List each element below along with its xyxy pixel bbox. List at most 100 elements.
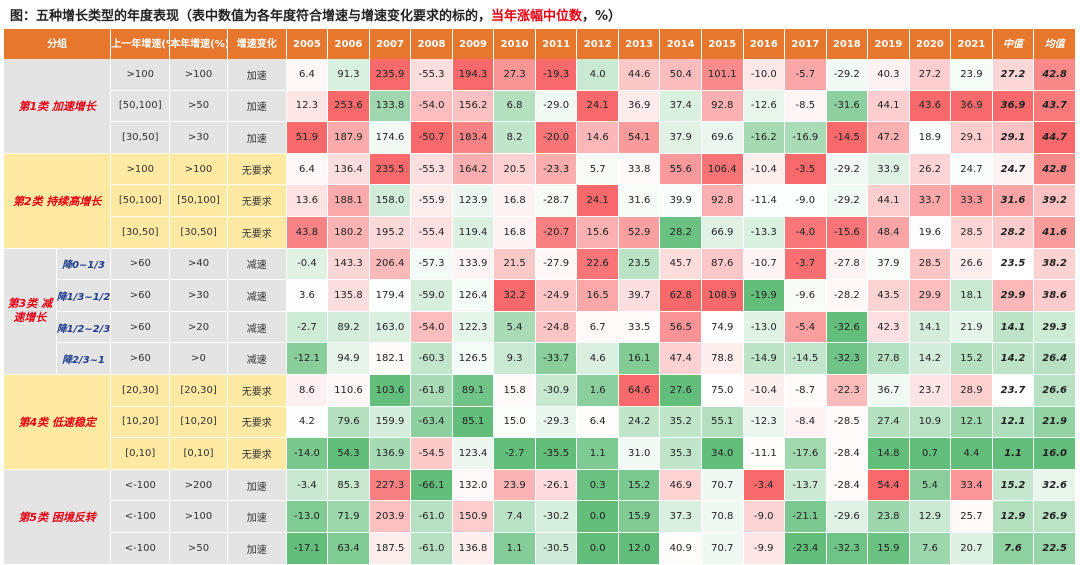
value-cell: 156.2 [452,90,495,123]
value-cell: 15.6 [577,216,619,249]
value-cell: 28.2 [660,216,702,249]
value-cell: 24.7 [951,153,993,186]
value-cell: 55.6 [660,153,702,186]
value-cell: 87.6 [701,248,744,281]
value-cell: 51.9 [286,122,329,154]
value-cell: 194.3 [452,59,495,91]
value-cell: 158.0 [369,185,412,217]
value-cell: 43.8 [286,216,329,249]
value-cell: 18.9 [909,122,952,154]
value-cell: 0.0 [577,532,619,565]
value-cell: 6.4 [286,59,329,91]
value-cell: 136.4 [328,153,370,186]
value-cell: 7.6 [909,532,952,565]
value-cell: 126.5 [452,343,495,375]
value-cell: 133.8 [369,90,412,123]
value-cell: -5.7 [785,59,827,91]
table-row: 第3类 减速增长 降0~1/3 >60 >40 减速 -0.4 143.3 206.4 -57.… [4,248,1076,375]
value-cell: 33.5 [618,311,661,344]
stat-cell: 23.7 [992,374,1035,407]
value-cell: 39.9 [660,185,702,217]
header-cell: 均值 [1034,29,1076,59]
value-cell: 5.4 [494,311,536,344]
value-cell: -32.3 [826,532,869,565]
group-label: 第1类 加速增长 [4,59,112,154]
value-cell: -55.9 [411,185,453,217]
value-cell: -12.3 [743,406,786,439]
value-cell: -32.3 [826,343,869,375]
header-cell: 中值 [992,29,1035,59]
value-cell: 75.0 [701,374,744,407]
header-cell: 2012 [577,29,619,59]
value-cell: -10.4 [743,374,786,407]
value-cell: -5.4 [785,311,827,344]
value-cell: 29.9 [909,280,952,312]
value-cell: 5.4 [909,469,952,502]
value-cell: 79.6 [328,406,370,439]
value-cell: 119.4 [452,216,495,249]
header-cell: 2010 [494,29,536,59]
value-cell: -28.2 [826,280,869,312]
value-cell: 37.9 [660,122,702,154]
value-cell: 33.9 [868,153,910,186]
value-cell: -9.6 [785,280,827,312]
group-label: 第3类 减速增长 [4,248,57,375]
value-cell: 12.3 [286,90,329,123]
value-cell: 35.2 [660,406,702,439]
value-cell: -13.0 [286,501,329,533]
value-cell: 28.9 [951,374,993,407]
cur-growth-cell: >30 [170,122,228,154]
header-cell: 2018 [826,29,869,59]
value-cell: 27.6 [660,374,702,407]
change-cell: 减速 [227,280,287,312]
value-cell: -33.7 [535,343,578,375]
stat-cell: 36.9 [992,90,1035,123]
value-cell: 8.2 [494,122,536,154]
value-cell: 15.2 [951,343,993,375]
cur-growth-cell: >50 [170,90,228,123]
value-cell: -14.5 [826,122,869,154]
value-cell: -13.3 [743,216,786,249]
stat-cell: 16.0 [1034,438,1076,470]
stat-cell: 42.8 [1034,153,1076,186]
table-row: [30,50] >30 加速 51.9 187.9 174.6 -50.7 183.4 8.2-… [4,122,1076,154]
value-cell: -2.7 [494,438,536,470]
value-cell: 6.7 [577,311,619,344]
value-cell: 110.6 [328,374,370,407]
value-cell: 132.0 [452,469,495,502]
value-cell: 85.3 [328,469,370,502]
value-cell: 42.3 [868,311,910,344]
value-cell: 14.8 [868,438,910,470]
value-cell: 136.9 [369,438,412,470]
value-cell: 235.5 [369,153,412,186]
table-row: [10,20] [10,20] 无要求 4.2 79.6 159.9 -63.4 85.1 15… [4,406,1076,439]
value-cell: 15.2 [618,469,661,502]
value-cell: 174.6 [369,122,412,154]
value-cell: 235.9 [369,59,412,91]
prev-growth-cell: >60 [111,248,171,281]
value-cell: -24.8 [535,311,578,344]
stat-cell: 14.1 [992,311,1035,344]
value-cell: 66.9 [701,216,744,249]
value-cell: 12.0 [618,532,661,565]
value-cell: 8.6 [286,374,329,407]
value-cell: 36.9 [951,90,993,123]
value-cell: -29.2 [826,185,869,217]
value-cell: -27.9 [535,248,578,281]
value-cell: -55.3 [411,153,453,186]
header-cell: 2019 [868,29,910,59]
value-cell: -30.5 [535,532,578,565]
value-cell: 50.4 [660,59,702,91]
subgroup-label: 降1/2~2/3 [56,311,112,344]
value-cell: 203.9 [369,501,412,533]
value-cell: 6.8 [494,90,536,123]
value-cell: 20.5 [494,153,536,186]
value-cell: 27.3 [494,59,536,91]
value-cell: 4.6 [577,343,619,375]
cur-growth-cell: >200 [170,469,228,502]
value-cell: 47.4 [660,343,702,375]
change-cell: 加速 [227,532,287,565]
value-cell: -55.4 [411,216,453,249]
cur-growth-cell: >30 [170,280,228,312]
change-cell: 加速 [227,90,287,123]
